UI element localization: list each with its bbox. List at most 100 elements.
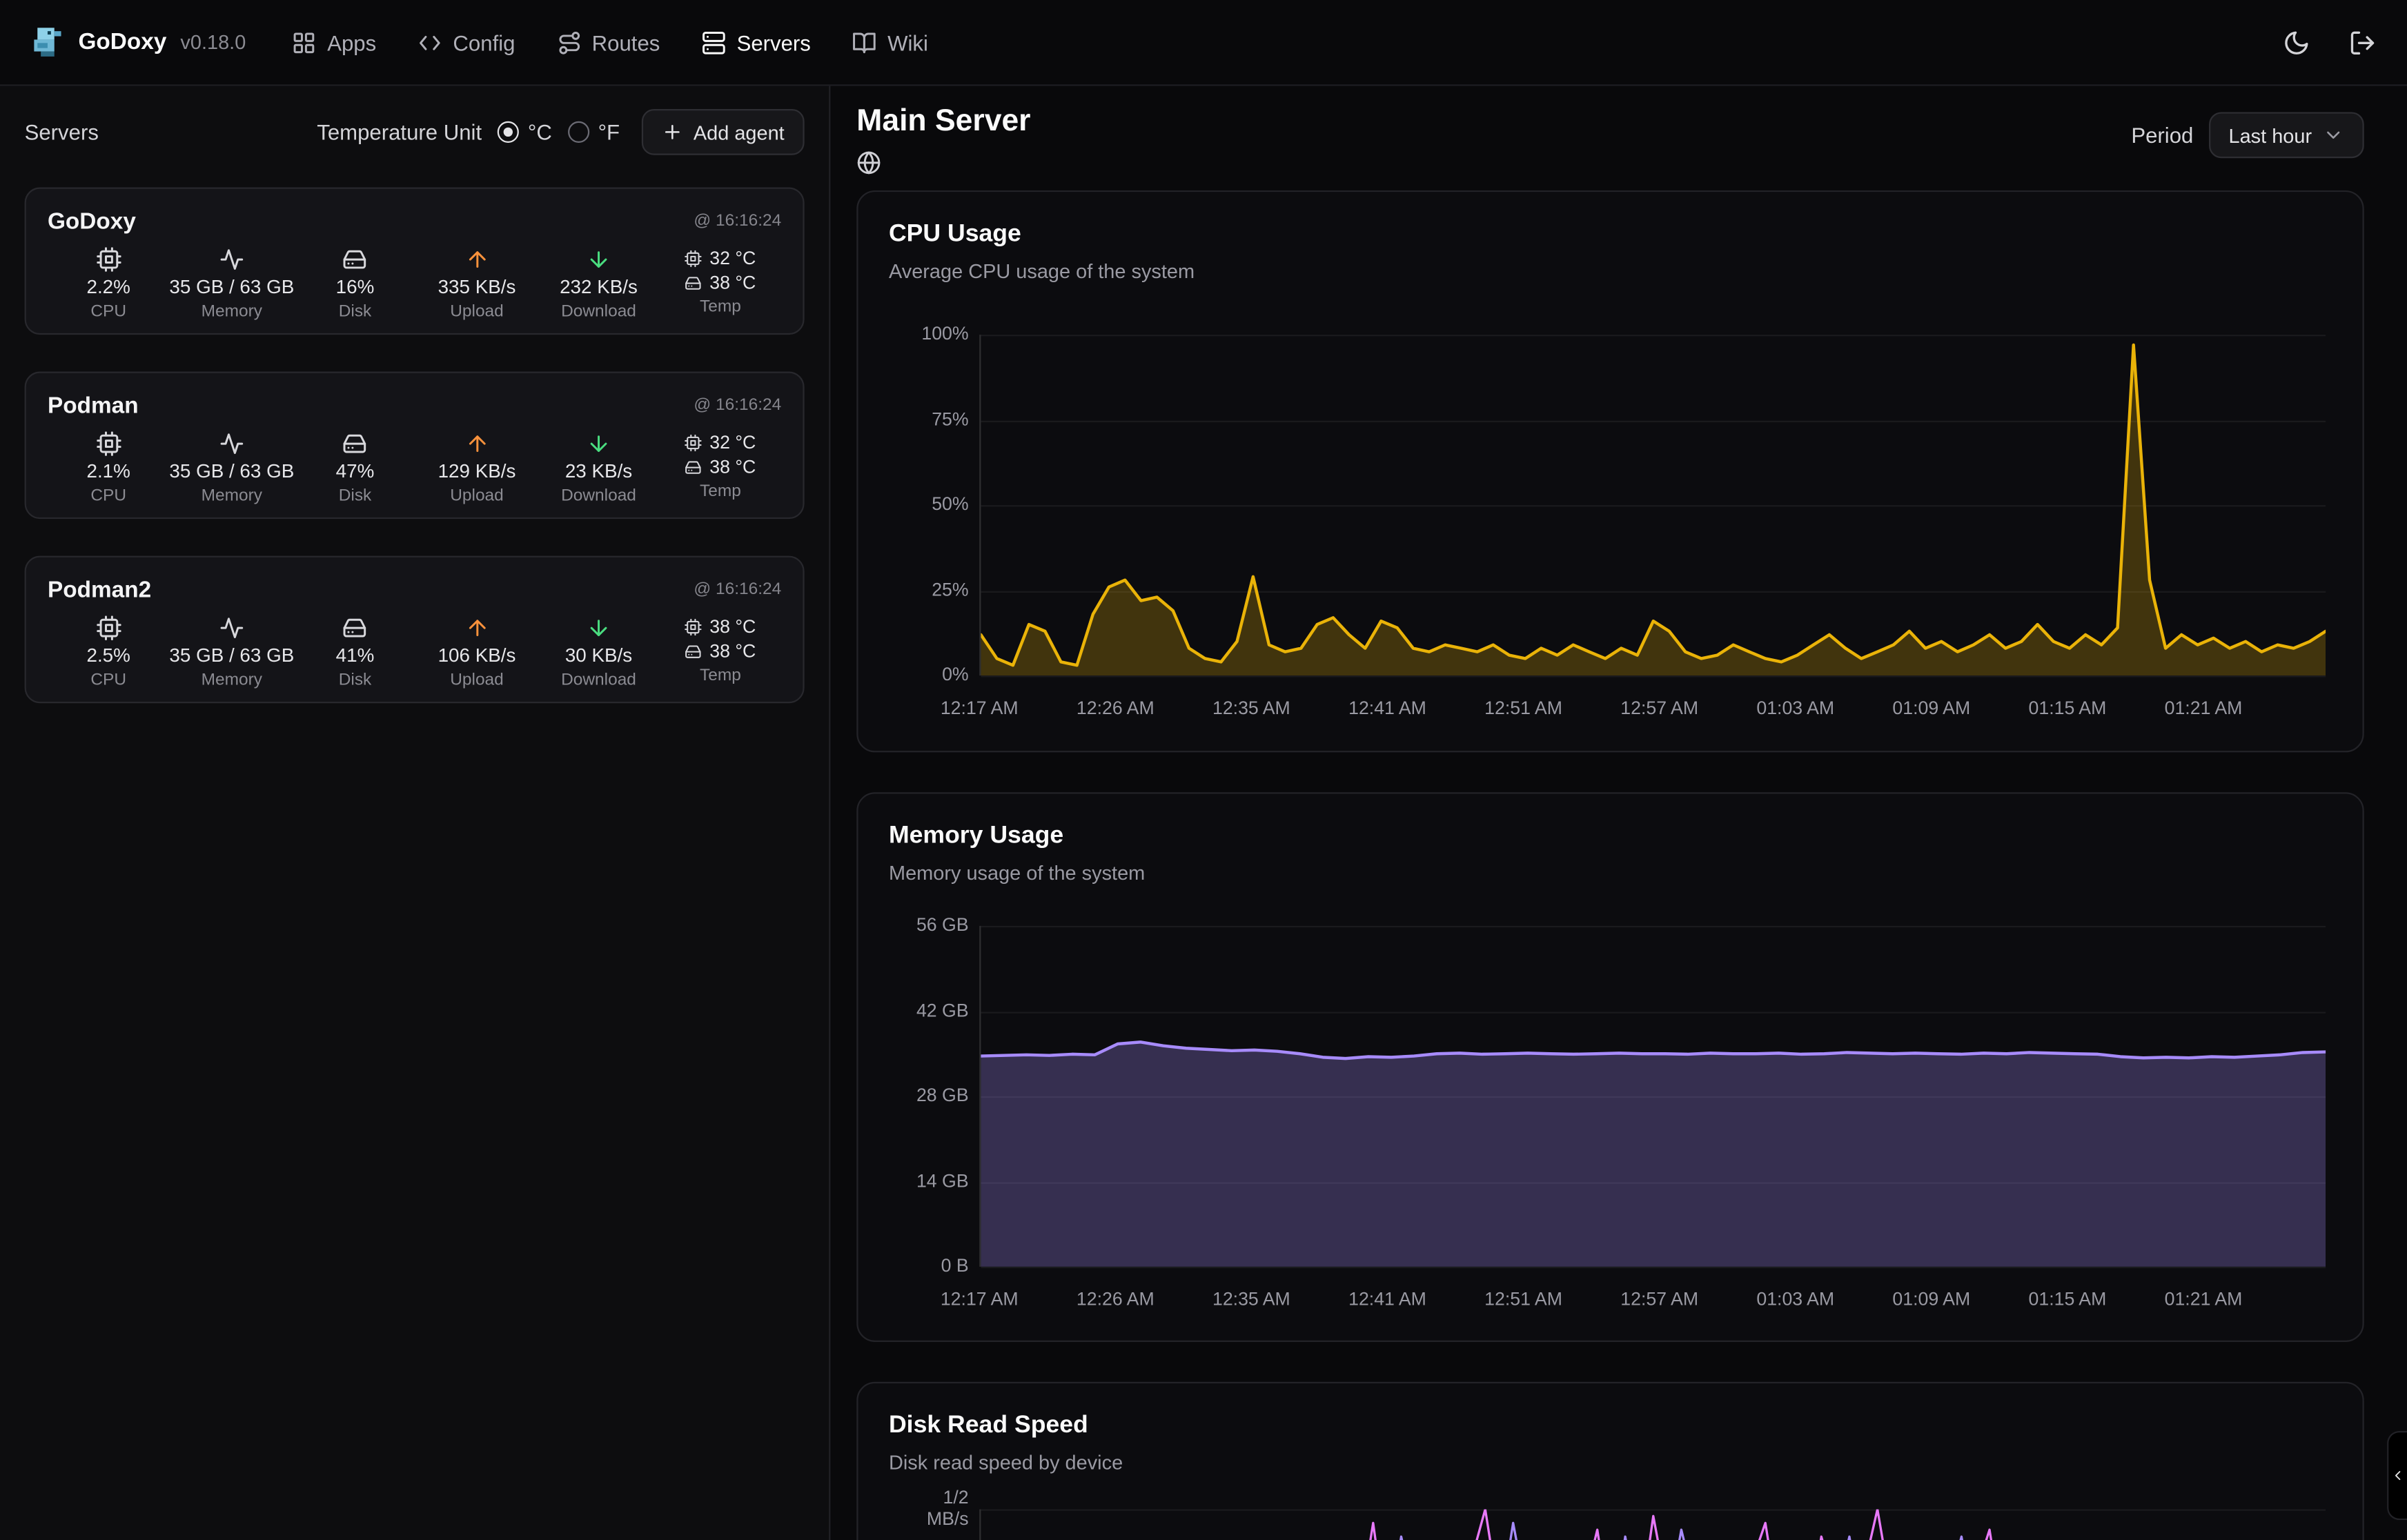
y-axis-tick: 0% <box>942 663 969 685</box>
radio-celsius[interactable]: °C <box>497 119 552 145</box>
app-logo-icon <box>30 26 64 59</box>
topbar-actions <box>2283 28 2377 56</box>
cpu-icon <box>685 434 702 451</box>
add-agent-button[interactable]: Add agent <box>641 108 805 155</box>
radio-fahrenheit[interactable]: °F <box>567 120 620 144</box>
sidebar-collapse-handle[interactable] <box>2387 1431 2407 1521</box>
x-axis-tick: 12:26 AM <box>1076 1288 1155 1310</box>
disk-stat: 47% Disk <box>294 428 415 505</box>
upload-stat: 106 KB/s Upload <box>416 613 538 689</box>
x-axis-tick: 01:09 AM <box>1892 697 1971 719</box>
y-axis-tick: 25% <box>932 578 969 600</box>
activity-icon <box>219 615 244 640</box>
nav-label: Servers <box>736 30 811 55</box>
x-axis-tick: 01:15 AM <box>2028 1288 2107 1310</box>
globe-icon[interactable] <box>856 150 881 175</box>
period-select[interactable]: Last hour <box>2208 112 2364 159</box>
moon-icon[interactable] <box>2283 28 2310 56</box>
gridline <box>981 335 2326 337</box>
brand[interactable]: GoDoxy v0.18.0 <box>30 26 246 59</box>
main-nav: Apps Config Routes Servers Wiki <box>292 30 928 55</box>
x-axis-tick: 12:41 AM <box>1348 1288 1426 1310</box>
nav-item-config[interactable]: Config <box>417 30 515 55</box>
chart-title: Memory Usage <box>888 822 1064 849</box>
x-axis-tick: 12:17 AM <box>940 1288 1019 1310</box>
gridline <box>981 1181 2326 1183</box>
y-axis-tick: 75% <box>932 408 969 430</box>
temp-stat: 38 °C 38 °C Temp <box>660 613 781 689</box>
upload-stat: 129 KB/s Upload <box>416 428 538 505</box>
cpu-icon <box>685 618 702 635</box>
arrow-down-icon <box>587 431 611 456</box>
nav-item-apps[interactable]: Apps <box>292 30 376 55</box>
app-version: v0.18.0 <box>180 30 246 54</box>
arrow-up-icon <box>464 615 489 640</box>
chart-title: Disk Read Speed <box>888 1412 1088 1439</box>
download-stat: 30 KB/s Download <box>538 613 659 689</box>
server-timestamp: @ 16:16:24 <box>694 396 782 415</box>
radio-fahrenheit-control[interactable] <box>567 121 589 143</box>
gridline <box>981 1509 2326 1511</box>
gridline <box>981 419 2326 422</box>
gridline <box>981 590 2326 592</box>
nav-item-routes[interactable]: Routes <box>557 30 660 55</box>
server-name: Podman2 <box>47 576 152 603</box>
radio-celsius-label: °C <box>527 119 552 145</box>
x-axis-tick: 12:26 AM <box>1076 697 1155 719</box>
nav-label: Routes <box>591 30 660 55</box>
cpu-icon <box>685 250 702 266</box>
period-label: Period <box>2131 123 2194 148</box>
hard-drive-icon <box>685 642 702 659</box>
panel-title: Servers <box>24 119 99 145</box>
gridline <box>981 505 2326 507</box>
server-stats: 2.5% CPU 35 GB / 63 GB Memory 41% Disk 1… <box>48 613 781 689</box>
activity-icon <box>219 431 244 456</box>
x-axis-tick: 01:03 AM <box>1756 1288 1835 1310</box>
grid-icon <box>292 30 317 55</box>
y-axis-tick: 28 GB <box>916 1084 969 1106</box>
cpu-usage-card: CPU Usage Average CPU usage of the syste… <box>856 190 2364 753</box>
download-stat: 232 KB/s Download <box>538 244 659 321</box>
server-stats: 2.2% CPU 35 GB / 63 GB Memory 16% Disk 3… <box>48 244 781 321</box>
x-axis-tick: 01:03 AM <box>1756 697 1835 719</box>
x-axis-tick: 01:09 AM <box>1892 1288 1971 1310</box>
memory-stat: 35 GB / 63 GB Memory <box>169 613 294 689</box>
x-axis-tick: 12:35 AM <box>1212 697 1290 719</box>
hard-drive-icon <box>343 615 368 640</box>
add-agent-label: Add agent <box>693 120 785 144</box>
arrow-up-icon <box>464 431 489 456</box>
period-value: Last hour <box>2228 124 2312 147</box>
y-axis-tick: 14 GB <box>916 1169 969 1191</box>
x-axis: 12:17 AM 12:26 AM 12:35 AM 12:41 AM 12:51 AM… <box>941 697 2326 722</box>
cpu-stat: 2.2% CPU <box>48 244 169 321</box>
hard-drive-icon <box>343 431 368 456</box>
code-icon <box>417 30 442 55</box>
temperature-unit-group: Temperature Unit °C °F <box>317 120 620 145</box>
cpu-icon <box>96 247 121 272</box>
radio-celsius-control[interactable] <box>497 121 519 143</box>
disk-stat: 16% Disk <box>294 244 415 321</box>
server-card-podman[interactable]: Podman @ 16:16:24 2.1% CPU 35 GB / 63 GB… <box>24 371 805 520</box>
plus-icon <box>661 121 682 143</box>
logout-icon[interactable] <box>2348 28 2376 56</box>
temp-stat: 32 °C 38 °C Temp <box>660 244 781 321</box>
y-axis-tick: 56 GB <box>916 914 969 936</box>
server-card-podman2[interactable]: Podman2 @ 16:16:24 2.5% CPU 35 GB / 63 G… <box>24 555 805 704</box>
server-card-godoxy[interactable]: GoDoxy @ 16:16:24 2.2% CPU 35 GB / 63 GB… <box>24 187 805 335</box>
y-axis: 100% 75% 50% 25% 0% <box>858 323 969 684</box>
chart-canvas <box>981 1040 2326 1267</box>
page-title: Main Server <box>856 104 1031 139</box>
chevron-down-icon <box>2323 124 2344 146</box>
nav-item-servers[interactable]: Servers <box>701 30 811 55</box>
nav-label: Wiki <box>887 30 928 55</box>
gridline <box>981 925 2326 928</box>
temperature-unit-label: Temperature Unit <box>317 119 482 145</box>
y-axis-tick: 0 B <box>941 1254 969 1276</box>
y-axis: 1/2 MB/s <box>858 1487 969 1540</box>
app-name: GoDoxy <box>78 29 167 56</box>
hard-drive-icon <box>685 274 702 290</box>
gridline <box>981 1096 2326 1098</box>
nav-item-wiki[interactable]: Wiki <box>852 30 928 55</box>
gridline <box>981 1266 2326 1269</box>
plot-area <box>979 925 2326 1269</box>
